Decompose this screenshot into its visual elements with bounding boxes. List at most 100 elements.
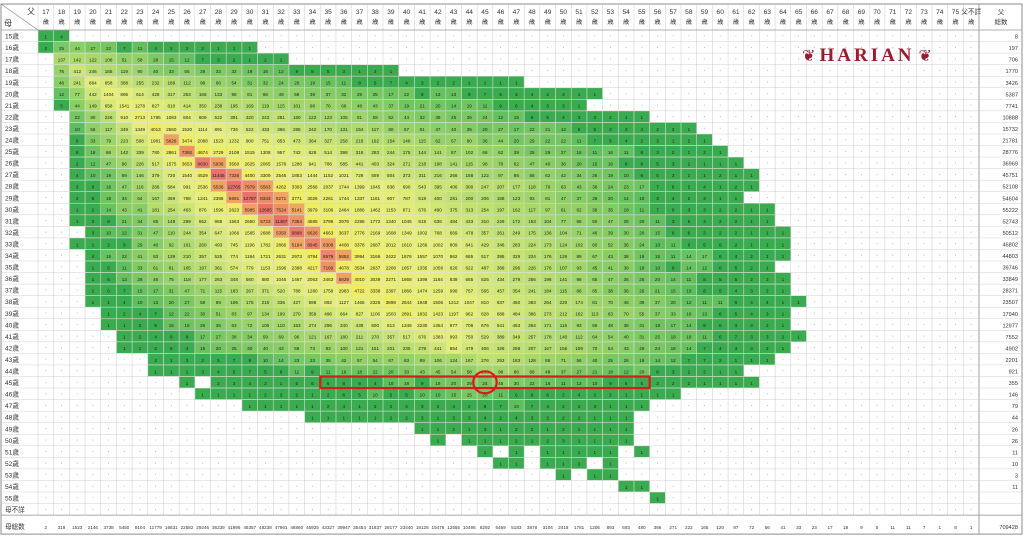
heat-cell: [320, 134, 336, 146]
empty-cell-dot: [233, 35, 235, 37]
empty-cell-dot: [202, 462, 204, 464]
empty-cell-dot: [45, 116, 47, 118]
cell-value: 258: [513, 346, 521, 351]
col-total: 39947: [337, 525, 350, 530]
heat-cell: [226, 226, 242, 238]
cell-value: 2631: [276, 254, 287, 259]
cell-value: 3: [625, 127, 628, 132]
heat-cell: [179, 88, 195, 99]
heat-cell: [477, 99, 493, 111]
empty-cell-dot: [155, 485, 157, 487]
empty-cell-dot: [594, 46, 596, 48]
heat-cell: [461, 99, 477, 111]
heat-cell: [555, 99, 571, 111]
heat-cell: [179, 157, 195, 169]
col-header-unit: 歳: [827, 18, 833, 26]
heat-cell: [163, 249, 179, 261]
empty-cell-dot: [845, 439, 847, 441]
cell-value: 148: [403, 138, 411, 143]
empty-cell-dot: [578, 58, 580, 60]
empty-cell-dot: [61, 347, 62, 349]
col-total: 366: [654, 525, 662, 530]
empty-cell-dot: [76, 231, 78, 233]
empty-cell-dot: [170, 497, 172, 499]
heat-cell: [508, 157, 524, 169]
cell-value: 414: [183, 104, 191, 109]
heat-cell: [618, 215, 634, 227]
empty-cell-dot: [312, 508, 313, 510]
cell-value: 1: [766, 254, 769, 259]
cell-value: 41: [137, 254, 143, 259]
col-header-label: 22: [121, 9, 129, 16]
empty-cell-dot: [876, 474, 878, 476]
heat-cell: [320, 226, 336, 238]
cell-value: 158: [497, 196, 505, 201]
cell-value: 33: [671, 312, 677, 317]
empty-cell-dot: [766, 381, 768, 383]
cell-value: 48: [357, 104, 363, 109]
empty-cell-dot: [45, 347, 47, 349]
heat-cell: [555, 249, 571, 261]
empty-cell-dot: [672, 58, 674, 60]
empty-cell-dot: [123, 485, 125, 487]
heat-cell: [320, 203, 336, 215]
empty-cell-dot: [217, 404, 219, 406]
empty-cell-dot: [813, 127, 815, 129]
empty-cell-dot: [92, 474, 94, 476]
heat-cell: [508, 226, 524, 238]
empty-cell-dot: [892, 324, 894, 325]
heat-cell: [226, 76, 242, 88]
cell-value: 4: [452, 404, 455, 409]
empty-cell-dot: [970, 381, 972, 383]
col-header-label: 75: [952, 9, 960, 16]
cell-value: 1832: [417, 312, 428, 317]
heat-cell: [681, 192, 697, 203]
cell-value: 30: [247, 346, 253, 351]
heat-cell: [697, 272, 713, 284]
row-total: 146: [1009, 393, 1018, 399]
col-header-label: 66: [811, 9, 819, 16]
cell-value: 26: [200, 323, 206, 328]
cell-value: 80: [90, 115, 96, 120]
cell-value: 1: [609, 462, 612, 467]
cell-value: 15: [326, 81, 332, 86]
empty-cell-dot: [751, 35, 753, 37]
empty-cell-dot: [264, 428, 266, 429]
empty-cell-dot: [892, 254, 894, 256]
heat-cell: [163, 157, 179, 169]
empty-cell-dot: [139, 393, 141, 395]
heat-cell: [524, 272, 540, 284]
cell-value: 20: [655, 277, 661, 282]
empty-cell-dot: [829, 243, 831, 245]
cell-value: 30: [200, 312, 206, 317]
cell-value: 1: [358, 404, 361, 409]
empty-cell-dot: [939, 497, 941, 499]
empty-cell-dot: [970, 208, 972, 210]
heat-cell: [430, 111, 446, 123]
cell-value: 22: [529, 127, 535, 132]
cell-value: 310: [481, 219, 489, 224]
empty-cell-dot: [907, 324, 909, 325]
empty-cell-dot: [578, 508, 580, 510]
empty-cell-dot: [468, 508, 470, 510]
cell-value: 11: [718, 300, 723, 305]
heat-cell: [477, 88, 493, 99]
cell-value: 12: [702, 265, 708, 270]
heat-cell: [446, 99, 462, 111]
heat-cell: [759, 215, 775, 227]
heat-cell: [163, 145, 179, 157]
cell-value: 279: [418, 346, 426, 351]
heat-cell: [665, 203, 681, 215]
empty-cell-dot: [970, 428, 972, 429]
heat-cell: [508, 111, 524, 123]
cell-value: 403: [371, 161, 379, 166]
empty-cell-dot: [970, 439, 972, 441]
cell-value: 3026: [307, 196, 318, 201]
cell-value: 457: [497, 288, 505, 293]
row-total: 44803: [1002, 254, 1018, 260]
cell-value: 3534: [354, 265, 365, 270]
cell-value: 433: [465, 219, 473, 224]
heat-cell: [179, 226, 195, 238]
cell-value: 3: [656, 196, 659, 201]
cell-value: 10: [106, 231, 112, 236]
